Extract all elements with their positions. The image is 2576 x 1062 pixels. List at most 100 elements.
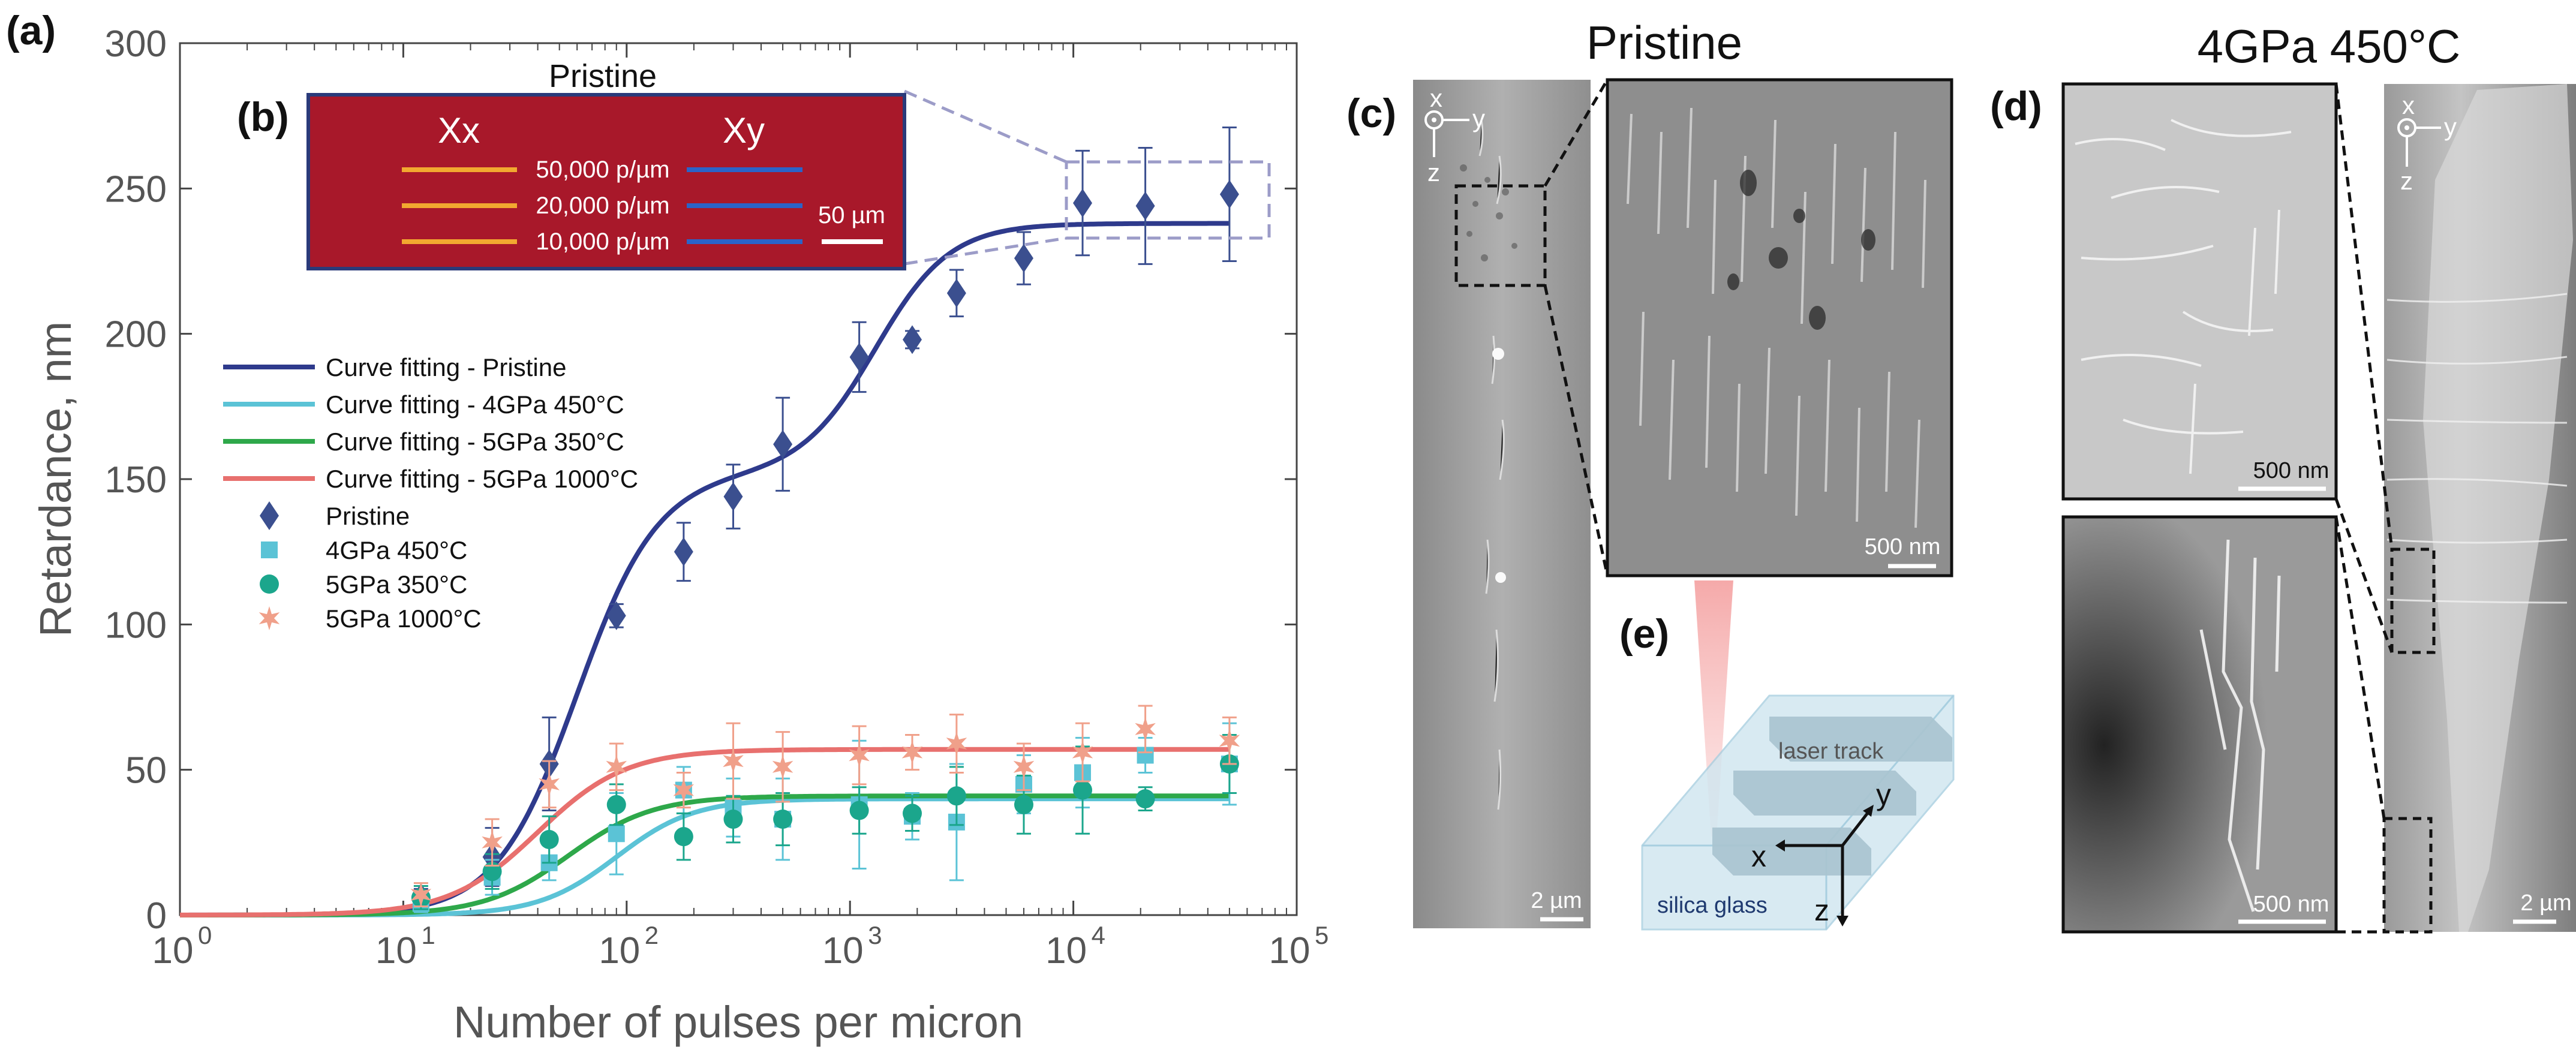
sem-d-top-scale-label: 500 nm xyxy=(2253,458,2329,483)
sem-d-zoom-bottom xyxy=(2061,515,2338,934)
y-tick-label: 250 xyxy=(105,169,167,210)
x-tick-label: 10 xyxy=(1269,930,1310,971)
sem-c-scale-label: 2 µm xyxy=(1531,888,1582,913)
point-diamond xyxy=(849,342,869,372)
panel-d: (d) 4GPa 450°C 500 nm 500 nm x xyxy=(1990,20,2576,934)
panel-label-e: (e) xyxy=(1619,611,1669,657)
panel-label-b: (b) xyxy=(237,94,289,140)
point-star xyxy=(1013,754,1035,779)
point-star xyxy=(901,740,923,765)
point-circle xyxy=(260,574,279,594)
sem-c-texture xyxy=(1478,119,1505,810)
point-circle xyxy=(723,810,743,829)
sem-d-layers xyxy=(2386,293,2568,604)
point-circle xyxy=(773,810,793,829)
fit-curve-3 xyxy=(180,747,1230,917)
sem-d-zoom-top xyxy=(2061,82,2338,501)
y-axis-title: Retardance, nm xyxy=(31,321,80,637)
y-tick-label: 100 xyxy=(105,604,167,646)
axis-e-y-arrow xyxy=(1841,807,1872,847)
legend-label: Curve fitting - 4GPa 450°C xyxy=(326,390,624,419)
axis-d-x-dot xyxy=(2404,125,2409,130)
sem-d-link-2 xyxy=(2334,498,2394,653)
sem-c-dots xyxy=(1460,164,1517,261)
x-tick-label: 10 xyxy=(152,930,194,971)
point-star xyxy=(1135,717,1156,741)
row-label-3: 10,000 p/µm xyxy=(536,228,669,255)
legend-label: 4GPa 450°C xyxy=(326,536,467,564)
axis-e-y: y xyxy=(1876,778,1891,811)
row-label-1: 50,000 p/µm xyxy=(536,157,669,183)
axis-e-y-head xyxy=(1863,805,1874,817)
sem-c-zoom-line-bottom xyxy=(1543,285,1609,576)
laser-track-3 xyxy=(1712,828,1871,876)
point-star xyxy=(1072,740,1093,765)
data-points xyxy=(410,127,1240,913)
point-diamond xyxy=(1219,180,1239,209)
legend: Curve fitting - Pristine Curve fitting - … xyxy=(223,353,638,633)
point-diamond xyxy=(674,537,693,567)
zoom-line-top xyxy=(903,89,1068,164)
laser-track-2 xyxy=(1733,771,1916,816)
laser-track-label: laser track xyxy=(1778,739,1884,764)
point-square xyxy=(608,825,625,843)
sem-c-particle-2 xyxy=(1495,572,1506,583)
x-tick-label: 10 xyxy=(1045,930,1087,971)
inset-b: Pristine (b) Xx Xy 50,000 p/µm 20,000 p/… xyxy=(237,58,906,270)
legend-label: Curve fitting - Pristine xyxy=(326,353,566,381)
sem-d-box-bottom xyxy=(2382,817,2433,934)
panel-label-c: (c) xyxy=(1346,91,1396,136)
axis-e-x-head xyxy=(1775,840,1785,852)
point-circle xyxy=(1014,795,1033,814)
x-tick-exponent: 0 xyxy=(198,921,212,949)
sem-c-zoom-pores xyxy=(1727,170,1875,330)
point-diamond xyxy=(606,601,626,630)
point-circle xyxy=(1073,780,1093,800)
x-tick-exponent: 2 xyxy=(645,921,659,949)
x-tick-exponent: 3 xyxy=(868,921,882,949)
x-tick-label: 10 xyxy=(599,930,640,971)
panel-label-d: (d) xyxy=(1990,83,2042,129)
panel-label-a: (a) xyxy=(6,8,56,53)
axis-d-z: z xyxy=(2400,167,2413,195)
point-circle xyxy=(482,862,502,882)
fit-curves xyxy=(180,221,1230,917)
point-star xyxy=(410,883,432,907)
y-tick-label: 300 xyxy=(105,23,167,65)
sem-d-bottom-scale-label: 500 nm xyxy=(2253,892,2329,917)
point-star xyxy=(258,606,280,630)
point-circle xyxy=(539,829,559,849)
point-star xyxy=(1219,729,1240,753)
axis-c-x: x xyxy=(1430,84,1442,112)
inset-b-scale-label: 50 µm xyxy=(818,202,885,228)
point-diamond xyxy=(1014,243,1033,273)
x-ticks: 10 0 10 1 10 2 10 3 10 4 10 5 xyxy=(152,43,1328,971)
point-diamond xyxy=(1135,191,1155,221)
x-tick-label: 10 xyxy=(375,930,417,971)
point-star xyxy=(723,749,744,774)
point-star xyxy=(482,830,503,855)
point-square xyxy=(261,541,278,558)
point-circle xyxy=(946,786,966,806)
point-star xyxy=(772,754,793,779)
sem-c-zoom-scale-label: 500 nm xyxy=(1865,534,1941,559)
legend-label: Curve fitting - 5GPa 1000°C xyxy=(326,465,638,493)
point-diamond xyxy=(946,278,966,308)
x-axis-title: Number of pulses per micron xyxy=(453,997,1023,1047)
legend-label: 5GPa 350°C xyxy=(326,570,467,598)
point-circle xyxy=(1135,789,1155,809)
axis-e-z: z xyxy=(1814,893,1829,927)
point-diamond xyxy=(1073,188,1093,218)
x-tick-exponent: 1 xyxy=(421,921,435,949)
zoom-box xyxy=(1065,160,1271,240)
sem-c-main xyxy=(1413,80,1591,928)
point-star xyxy=(606,754,627,779)
x-tick-label: 10 xyxy=(822,930,864,971)
sem-d-scale-label: 2 µm xyxy=(2520,890,2571,916)
col-xx-label: Xx xyxy=(438,110,480,151)
point-circle xyxy=(903,804,922,823)
inset-b-title: Pristine xyxy=(549,58,657,94)
silica-glass-label: silica glass xyxy=(1657,893,1768,918)
panel-e: (e) laser track silica glass x y z xyxy=(1619,580,1955,931)
